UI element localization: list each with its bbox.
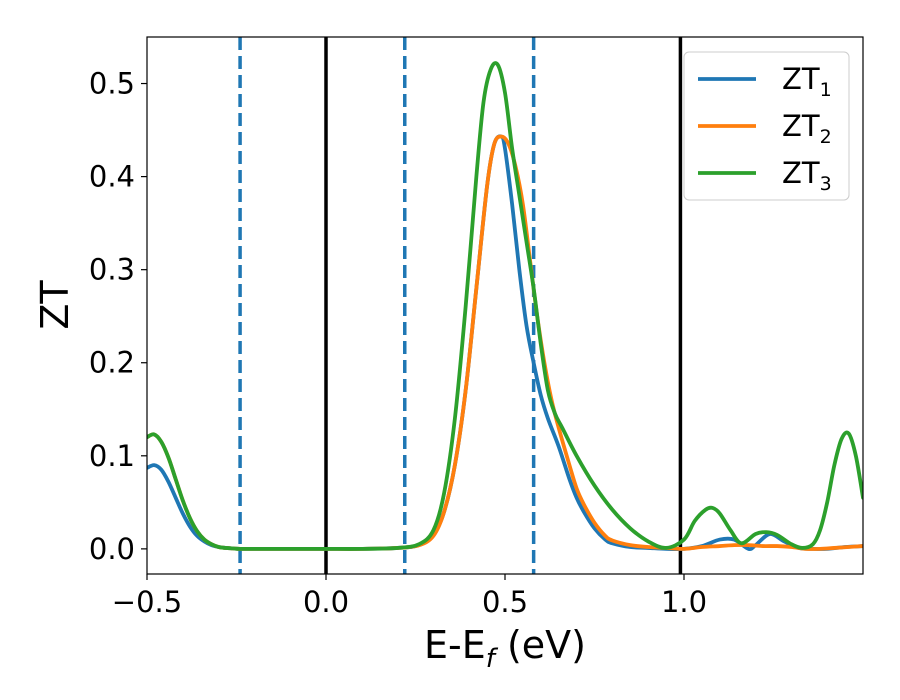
legend-label-sub: 2	[820, 126, 832, 148]
legend-label-main: ZT	[782, 156, 820, 190]
y-tick-label-0: 0.0	[89, 532, 135, 566]
x-axis-title-suffix: (eV)	[495, 623, 586, 667]
x-tick-label-3: 1.0	[661, 585, 707, 619]
y-tick-label-2: 0.2	[89, 346, 135, 380]
legend-label-zt2: ZT2	[782, 109, 832, 148]
legend-label-sub: 3	[820, 173, 832, 195]
series-layer	[147, 61, 863, 552]
x-axis: −0.5 0.0 0.5 1.0	[112, 574, 707, 619]
x-tick-label-2: 0.5	[482, 585, 528, 619]
y-axis-title: ZT	[33, 280, 77, 330]
y-tick-label-1: 0.1	[89, 439, 135, 473]
y-tick-label-3: 0.3	[89, 253, 135, 287]
legend-label-zt3: ZT3	[782, 156, 832, 195]
legend-label-sub: 1	[820, 79, 832, 101]
x-tick-label-0: −0.5	[112, 585, 182, 619]
legend-label-main: ZT	[782, 109, 820, 143]
y-tick-label-5: 0.5	[89, 67, 135, 101]
x-axis-title-main: E-E	[424, 623, 486, 667]
y-axis: 0.0 0.1 0.2 0.3 0.4 0.5	[89, 67, 147, 566]
y-tick-label-4: 0.4	[89, 160, 135, 194]
x-tick-label-1: 0.0	[303, 585, 349, 619]
legend-label-main: ZT	[782, 62, 820, 96]
legend-box	[683, 51, 850, 201]
series-line-zt3	[147, 61, 863, 551]
x-axis-title: E-Ef (eV)	[424, 623, 586, 674]
reference-lines	[238, 37, 683, 574]
legend-label-zt1: ZT1	[782, 62, 832, 101]
